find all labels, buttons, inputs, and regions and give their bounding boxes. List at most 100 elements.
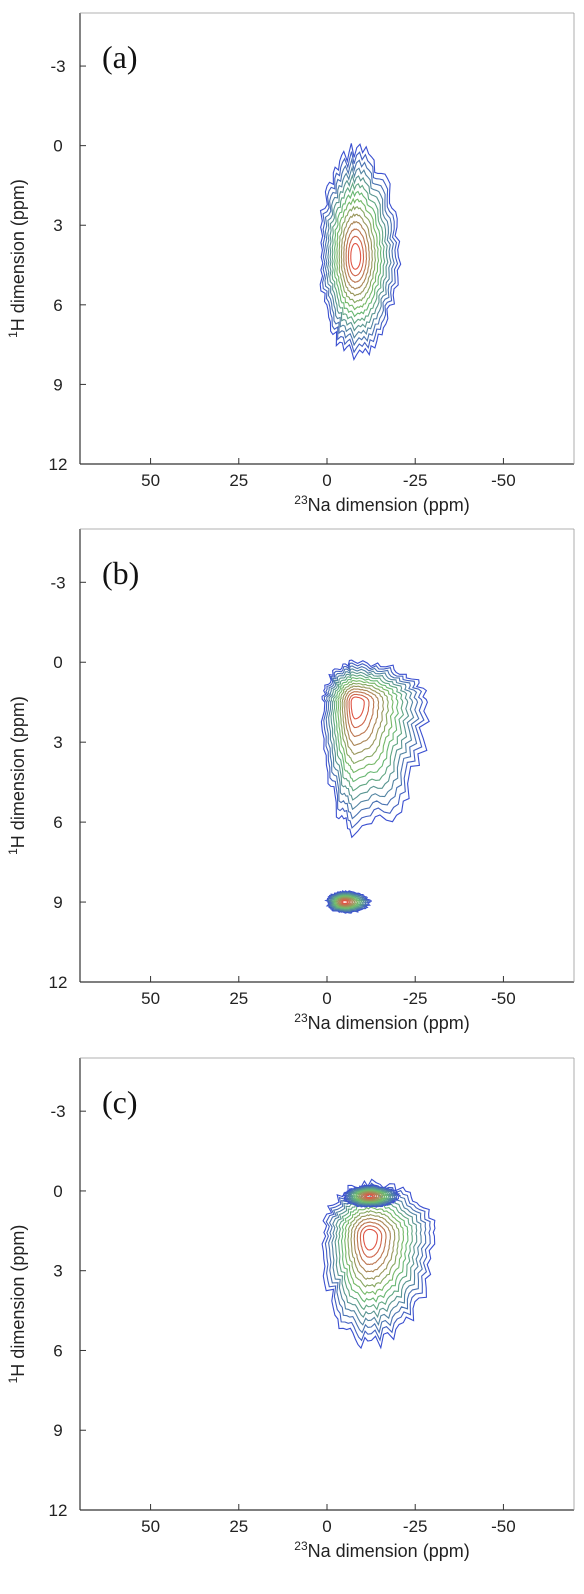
contour-line	[329, 893, 365, 911]
contour-line	[332, 674, 405, 792]
x-tick-label: -25	[403, 471, 428, 490]
x-tick-label: 25	[229, 471, 248, 490]
contour-peak	[341, 1184, 402, 1208]
y-tick-label: -3	[50, 1102, 65, 1121]
contour-line	[354, 1189, 386, 1203]
contour-peak	[320, 659, 430, 839]
contour-line	[341, 685, 385, 755]
y-tick-label: 9	[53, 893, 62, 912]
y-tick-label: 12	[49, 973, 68, 992]
contour-line	[327, 891, 369, 913]
panel-b: 50 25 0 -25 -50 -3 0 3 6 9 12 23Na dimension (ppm) 1…	[6, 528, 575, 1033]
contour-line	[338, 897, 354, 907]
panel-a: 50 25 0 -25 -50 -3 0 3 6 9 12 23Na dimension (ppm) 1…	[6, 12, 575, 515]
y-tick-label: 3	[53, 733, 62, 752]
contour-line	[341, 900, 349, 904]
x-tick-label: 25	[229, 1517, 248, 1536]
contour-line	[335, 896, 357, 908]
contour-line	[320, 659, 430, 839]
contour-line	[350, 1214, 396, 1281]
contour-peak	[319, 143, 402, 361]
y-tick-label: 3	[53, 216, 62, 235]
contour-line	[331, 894, 363, 910]
y-axis-label: 1H dimension (ppm)	[6, 179, 28, 338]
y-tick-label: 9	[53, 1421, 62, 1440]
contour-line	[326, 165, 392, 339]
contour-line	[350, 243, 362, 270]
contour-line	[344, 688, 380, 746]
y-tick-label: 0	[53, 1182, 62, 1201]
x-tick-label: 50	[141, 989, 160, 1008]
contour-line	[330, 671, 410, 801]
x-tick-label: 25	[229, 989, 248, 1008]
x-axis-label: 23Na dimension (ppm)	[294, 493, 469, 515]
x-tick-label: -50	[491, 1517, 516, 1536]
contour-line	[340, 213, 373, 297]
y-axis-label: 1H dimension (ppm)	[6, 1225, 28, 1384]
contour-line	[328, 668, 415, 811]
contour-line	[346, 691, 375, 737]
contour-line	[345, 228, 368, 284]
contour-line	[324, 1182, 431, 1342]
contour-line	[362, 1228, 378, 1251]
contour-line	[340, 1202, 409, 1303]
contour-line	[347, 235, 365, 277]
contour-line	[363, 1193, 376, 1199]
x-tick-label: -50	[491, 471, 516, 490]
panel-label: (b)	[102, 555, 139, 591]
y-tick-label: 0	[53, 653, 62, 672]
x-axis-label: 23Na dimension (ppm)	[294, 1011, 469, 1033]
y-tick-label: 9	[53, 375, 62, 394]
contour-line	[324, 157, 395, 347]
y-tick-label: 12	[49, 1501, 68, 1520]
y-axis-label: 1H dimension (ppm)	[6, 696, 28, 855]
x-tick-label: 50	[141, 1517, 160, 1536]
contour-line	[332, 894, 361, 910]
panel-c: 50 25 0 -25 -50 -3 0 3 6 9 12 23Na dimension (ppm) 1…	[6, 1057, 575, 1561]
contour-line	[336, 197, 380, 311]
y-tick-label: 6	[53, 1341, 62, 1360]
contour-line	[353, 1217, 391, 1273]
x-tick-label: 50	[141, 471, 160, 490]
y-tick-label: 0	[53, 137, 62, 156]
panel-label: (a)	[102, 39, 138, 75]
contour-line	[360, 1192, 380, 1201]
contour-line	[334, 189, 383, 318]
contour-line	[331, 181, 386, 325]
contour-line	[348, 693, 370, 729]
y-tick-label: 3	[53, 1262, 62, 1281]
x-axis-label: 23Na dimension (ppm)	[294, 1539, 469, 1561]
contour-line	[358, 1191, 382, 1202]
x-tick-label: 0	[322, 989, 331, 1008]
contour-line	[328, 892, 367, 912]
x-tick-label: -25	[403, 1517, 428, 1536]
contour-line	[335, 677, 399, 783]
contour-line	[359, 1225, 383, 1258]
y-tick-label: -3	[50, 573, 65, 592]
contour-line	[365, 1194, 374, 1199]
contour-line	[347, 1210, 400, 1288]
panel-label: (c)	[102, 1084, 138, 1120]
x-tick-label: 0	[322, 471, 331, 490]
contour-line	[339, 898, 352, 906]
contour-line	[356, 1190, 384, 1202]
x-tick-label: 0	[322, 1517, 331, 1536]
contour-line	[321, 1178, 436, 1350]
contour-line	[319, 143, 402, 361]
y-tick-label: 6	[53, 296, 62, 315]
y-tick-label: 6	[53, 813, 62, 832]
x-tick-label: -25	[403, 989, 428, 1008]
contour-line	[337, 679, 394, 774]
contour-line	[324, 889, 372, 914]
contour-line	[336, 897, 356, 907]
contour-line	[353, 1189, 388, 1204]
contour-line	[323, 662, 425, 829]
contour-line	[322, 151, 399, 354]
y-tick-label: 12	[49, 455, 68, 474]
contour-line	[334, 895, 359, 909]
x-tick-label: -50	[491, 989, 516, 1008]
y-tick-label: -3	[50, 57, 65, 76]
contour-line	[343, 220, 370, 290]
contour-line	[340, 899, 351, 905]
